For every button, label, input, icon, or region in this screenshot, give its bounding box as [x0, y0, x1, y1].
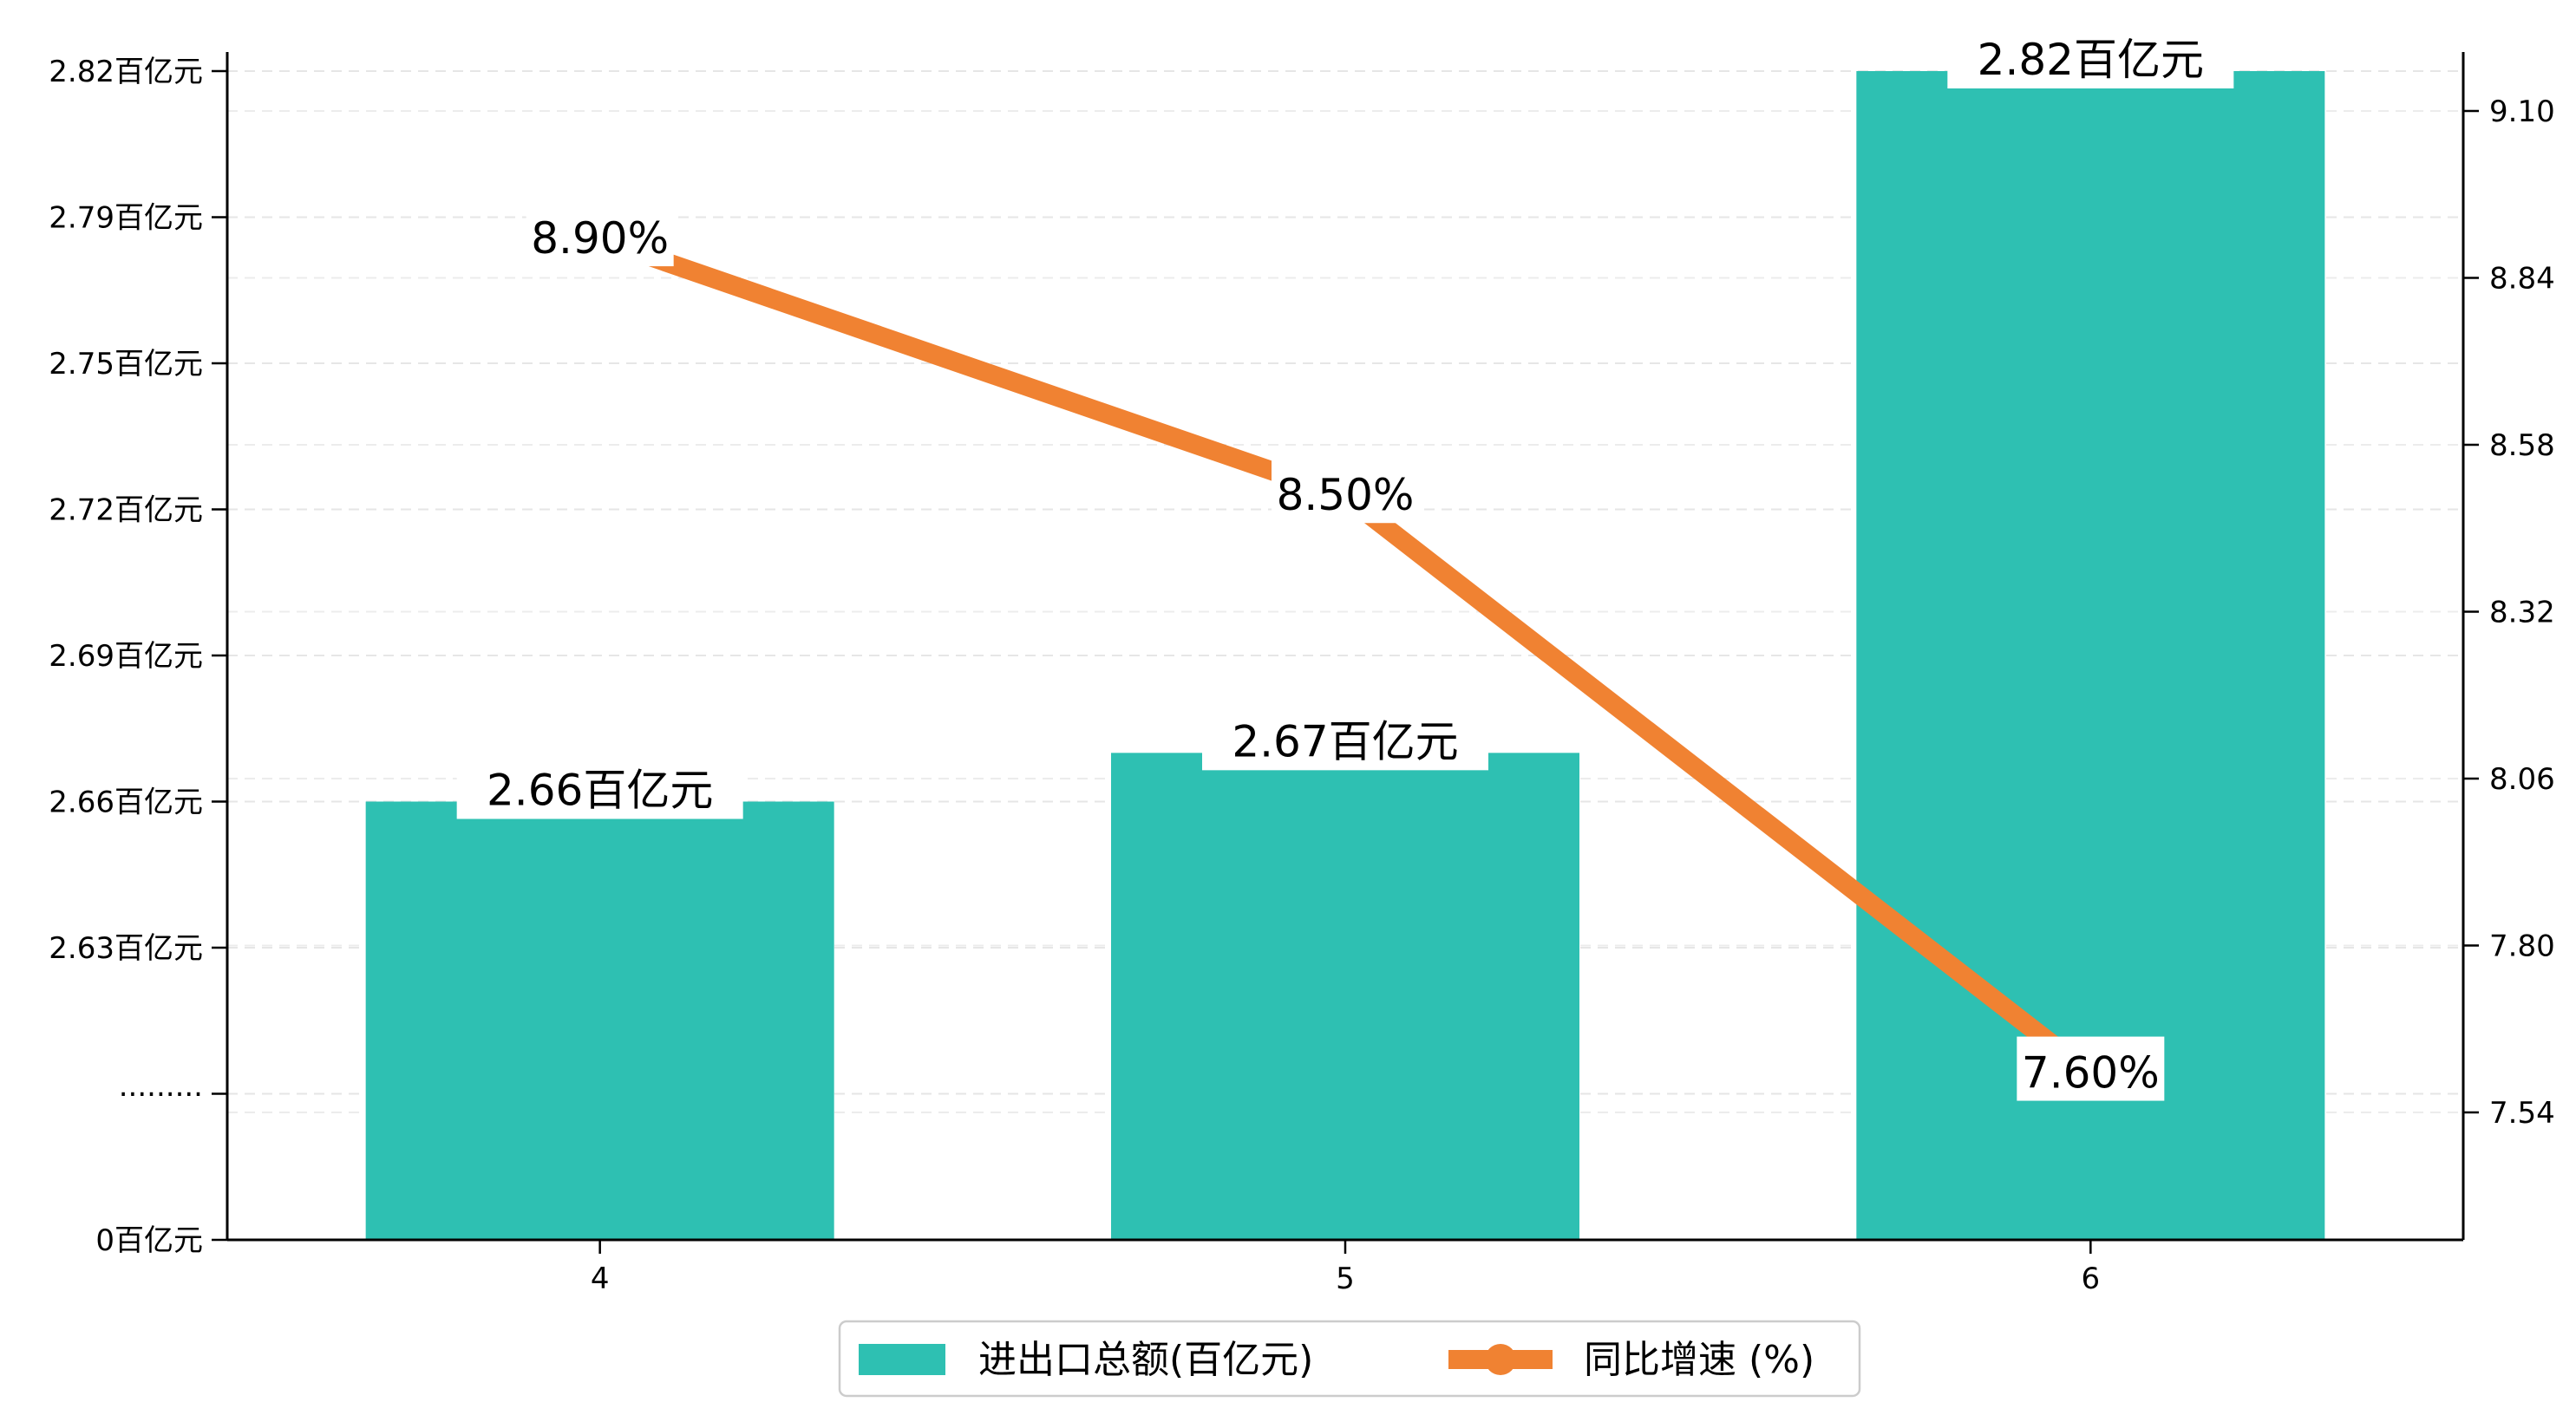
right-tick-label: 8.84: [2489, 262, 2555, 297]
right-tick-label: 7.54: [2489, 1096, 2555, 1131]
legend-label-bar: 进出口总额(百亿元): [978, 1338, 1313, 1382]
left-tick-label: 0百亿元: [95, 1223, 203, 1258]
bar-label-bg: [456, 772, 743, 819]
right-tick-label: 8.06: [2489, 762, 2555, 797]
line-label-bg: [1272, 459, 1419, 524]
bar-data-label: 2.66百亿元: [487, 766, 713, 816]
line-data-label: 8.90%: [531, 213, 669, 264]
legend-marker: [1485, 1344, 1516, 1375]
left-tick-label: 2.79百亿元: [49, 201, 203, 236]
left-tick-label: 2.72百亿元: [49, 493, 203, 528]
left-tick-label: ·········: [119, 1078, 203, 1112]
legend-box: [838, 1320, 1861, 1398]
right-tick-label: 8.58: [2489, 428, 2555, 463]
bar: [365, 801, 834, 1240]
bar-label-bg: [1947, 42, 2234, 88]
legend-label-line: 同比增速 (%): [1584, 1338, 1814, 1382]
left-tick-label: 2.69百亿元: [49, 639, 203, 674]
bar-data-label: 2.82百亿元: [1978, 35, 2204, 85]
legend-swatch-bar: [859, 1344, 945, 1375]
right-tick-label: 8.32: [2489, 596, 2555, 630]
bar-label-bg: [1202, 723, 1488, 771]
left-tick-label: 2.63百亿元: [49, 931, 203, 966]
right-tick-label: 9.10: [2489, 95, 2555, 129]
bar-data-label: 2.67百亿元: [1232, 716, 1458, 766]
left-tick-label: 2.66百亿元: [49, 786, 203, 820]
line-data-label: 8.50%: [1277, 470, 1415, 520]
x-tick-label: 5: [1336, 1262, 1355, 1296]
left-tick-label: 2.82百亿元: [49, 55, 203, 89]
line-label-bg: [526, 202, 674, 267]
line-label-bg: [2017, 1036, 2165, 1101]
left-tick-label: 2.75百亿元: [49, 347, 203, 381]
legend: 进出口总额(百亿元) 同比增速 (%): [838, 1320, 1861, 1398]
axes: 0百亿元 ········· 2.63百亿元 2.66百亿元 2.69百亿元 2.72百亿…: [49, 52, 2555, 1296]
x-tick-label: 6: [2082, 1262, 2101, 1296]
bar: [1111, 753, 1579, 1240]
data-labels: 2.66百亿元 2.67百亿元 2.82百亿元 8.90% 8.50% 7.60%: [456, 35, 2234, 1101]
x-tick-label: 4: [591, 1262, 610, 1296]
right-tick-label: 7.80: [2489, 929, 2555, 964]
line-data-label: 7.60%: [2022, 1048, 2160, 1099]
